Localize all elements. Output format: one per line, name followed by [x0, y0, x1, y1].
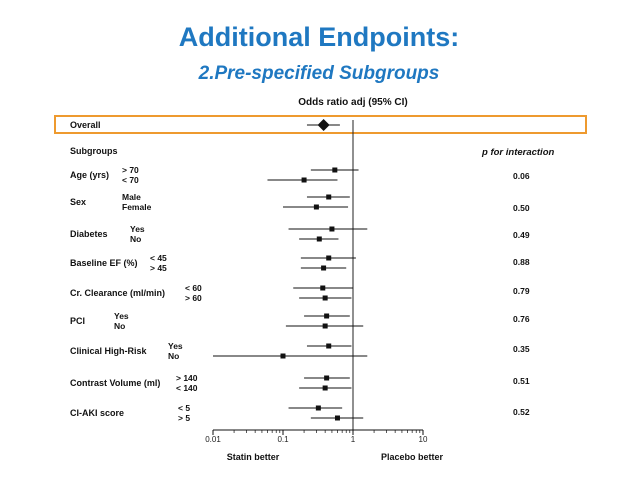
estimate-square-sex-0	[326, 194, 332, 200]
estimate-square-baseline-ef-0	[326, 255, 332, 261]
estimate-square-contrast-volume-ml-0	[324, 375, 330, 381]
estimate-square-cr-clearance-ml-min-1	[322, 295, 328, 301]
row-label-pci: PCI	[70, 316, 85, 326]
estimate-square-contrast-volume-ml-1	[322, 385, 328, 391]
level-label-baseline-ef-0: < 45	[150, 253, 167, 263]
level-label-cr-clearance-ml-min-1: > 60	[185, 293, 202, 303]
estimate-square-ci-aki-score-1	[334, 415, 340, 421]
x-tick-label: 0.01	[205, 435, 221, 444]
p-value-cr-clearance-ml-min: 0.79	[513, 286, 530, 296]
slide-subtitle: 2.Pre-specified Subgroups	[198, 63, 440, 84]
level-label-diabetes-1: No	[130, 234, 141, 244]
slide-title: Additional Endpoints:	[178, 22, 460, 52]
p-value-ci-aki-score: 0.52	[513, 407, 530, 417]
row-label-ci-aki-score: CI-AKI score	[70, 408, 124, 418]
level-label-contrast-volume-ml-1: < 140	[176, 383, 198, 393]
level-label-sex-0: Male	[122, 192, 141, 202]
row-label-diabetes: Diabetes	[70, 229, 108, 239]
level-label-pci-1: No	[114, 321, 125, 331]
level-label-contrast-volume-ml-0: > 140	[176, 373, 198, 383]
estimate-square-cr-clearance-ml-min-0	[320, 285, 326, 291]
x-label-right: Placebo better	[381, 452, 444, 462]
level-label-clinical-high-risk-0: Yes	[168, 341, 183, 351]
row-label-baseline-ef: Baseline EF (%)	[70, 258, 138, 268]
estimate-square-pci-0	[324, 313, 330, 319]
overall-highlight-box	[54, 115, 587, 134]
p-value-pci: 0.76	[513, 314, 530, 324]
level-label-diabetes-0: Yes	[130, 224, 145, 234]
x-tick-label: 1	[351, 435, 356, 444]
x-tick-label: 0.1	[277, 435, 289, 444]
estimate-diamond-overall	[317, 119, 330, 131]
level-label-ci-aki-score-1: > 5	[178, 413, 190, 423]
level-label-pci-0: Yes	[114, 311, 129, 321]
estimate-square-age-yrs-0	[332, 167, 338, 173]
p-value-sex: 0.50	[513, 203, 530, 213]
level-label-clinical-high-risk-1: No	[168, 351, 179, 361]
plot-header: Odds ratio adj (95% CI)	[298, 97, 407, 108]
p-value-baseline-ef: 0.88	[513, 257, 530, 267]
level-label-baseline-ef-1: > 45	[150, 263, 167, 273]
estimate-square-diabetes-0	[329, 226, 335, 232]
p-value-contrast-volume-ml: 0.51	[513, 376, 530, 386]
row-label-age-yrs: Age (yrs)	[70, 170, 109, 180]
level-label-sex-1: Female	[122, 202, 152, 212]
x-label-left: Statin better	[227, 452, 280, 462]
row-label-cr-clearance-ml-min: Cr. Clearance (ml/min)	[70, 288, 165, 298]
row-label-overall: Overall	[70, 120, 101, 130]
estimate-square-clinical-high-risk-0	[326, 343, 332, 349]
row-label-sex: Sex	[70, 197, 86, 207]
estimate-square-sex-1	[313, 204, 319, 210]
subgroups-header: Subgroups	[70, 146, 118, 156]
level-label-age-yrs-0: > 70	[122, 165, 139, 175]
p-interaction-header: p for interaction	[481, 147, 555, 158]
row-label-clinical-high-risk: Clinical High-Risk	[70, 346, 148, 356]
level-label-age-yrs-1: < 70	[122, 175, 139, 185]
level-label-cr-clearance-ml-min-0: < 60	[185, 283, 202, 293]
row-label-contrast-volume-ml: Contrast Volume (ml)	[70, 378, 160, 388]
estimate-square-baseline-ef-1	[321, 265, 327, 271]
x-tick-label: 10	[419, 435, 428, 444]
estimate-square-pci-1	[322, 323, 328, 329]
p-value-clinical-high-risk: 0.35	[513, 344, 530, 354]
estimate-square-diabetes-1	[316, 236, 322, 242]
estimate-square-clinical-high-risk-1	[280, 353, 286, 359]
estimate-square-ci-aki-score-0	[315, 405, 321, 411]
estimate-square-age-yrs-1	[301, 177, 307, 183]
p-value-diabetes: 0.49	[513, 230, 530, 240]
level-label-ci-aki-score-0: < 5	[178, 403, 190, 413]
p-value-age-yrs: 0.06	[513, 171, 530, 181]
